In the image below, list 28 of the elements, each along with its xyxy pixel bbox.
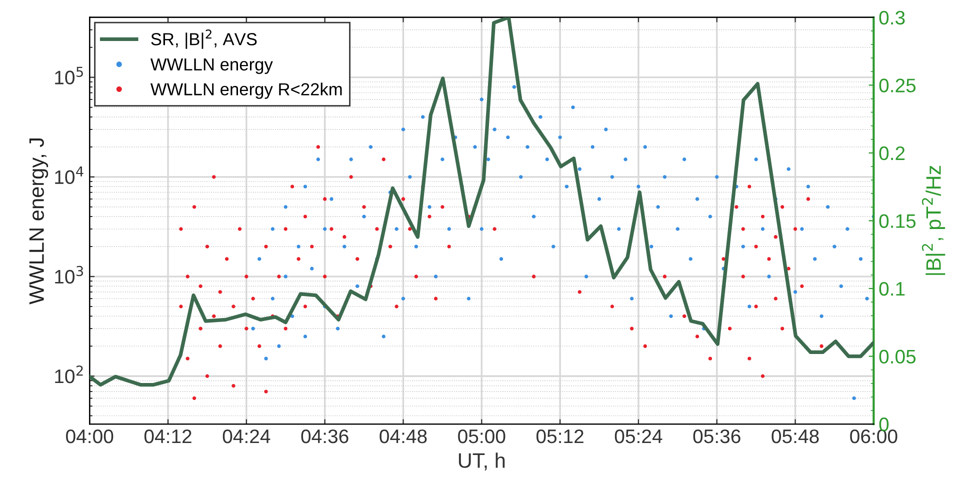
y2-axis-title: |B|$^{2}$, pT$^{2}$/Hz: [922, 166, 946, 275]
y2-tick-label: 0.1: [879, 282, 905, 296]
legend-label: SR, |B|$^{2}$, AVS: [151, 30, 257, 49]
y2-tick-label: 0.2: [879, 146, 905, 160]
x-tick-label: 04:00: [66, 429, 114, 444]
x-tick-label: 04:36: [301, 429, 348, 444]
x-tick-label: 04:12: [144, 429, 192, 444]
y2-tick-label: 0.15: [879, 214, 916, 228]
y-tick-label: 10$^{4}$: [55, 166, 84, 184]
y2-tick-label: 0.3: [879, 10, 905, 25]
y-tick-label: 10$^{2}$: [55, 365, 83, 384]
y-tick-label: 10$^{5}$: [55, 66, 83, 84]
x-tick-label: 05:36: [693, 429, 740, 444]
y-tick-label: 10$^{3}$: [55, 266, 84, 284]
y-axis-title: WWLLN energy, J: [29, 138, 48, 304]
x-tick-label: 05:00: [458, 429, 506, 444]
y2-tick-label: 0: [879, 418, 889, 432]
y2-tick-label: 0.05: [879, 350, 916, 364]
legend-label: WWLLN energy R<22km: [150, 82, 342, 99]
x-tick-label: 04:24: [222, 429, 270, 444]
legend-label: WWLLN energy: [150, 58, 273, 74]
x-tick-label: 05:48: [772, 429, 819, 444]
x-tick-label: 05:24: [614, 429, 662, 444]
x-tick-label: 06:00: [850, 429, 898, 444]
y2-tick-label: 0.25: [879, 78, 916, 92]
x-tick-label: 04:48: [380, 429, 427, 444]
x-tick-label: 05:12: [536, 429, 584, 444]
x-axis-title: UT, h: [458, 452, 505, 470]
